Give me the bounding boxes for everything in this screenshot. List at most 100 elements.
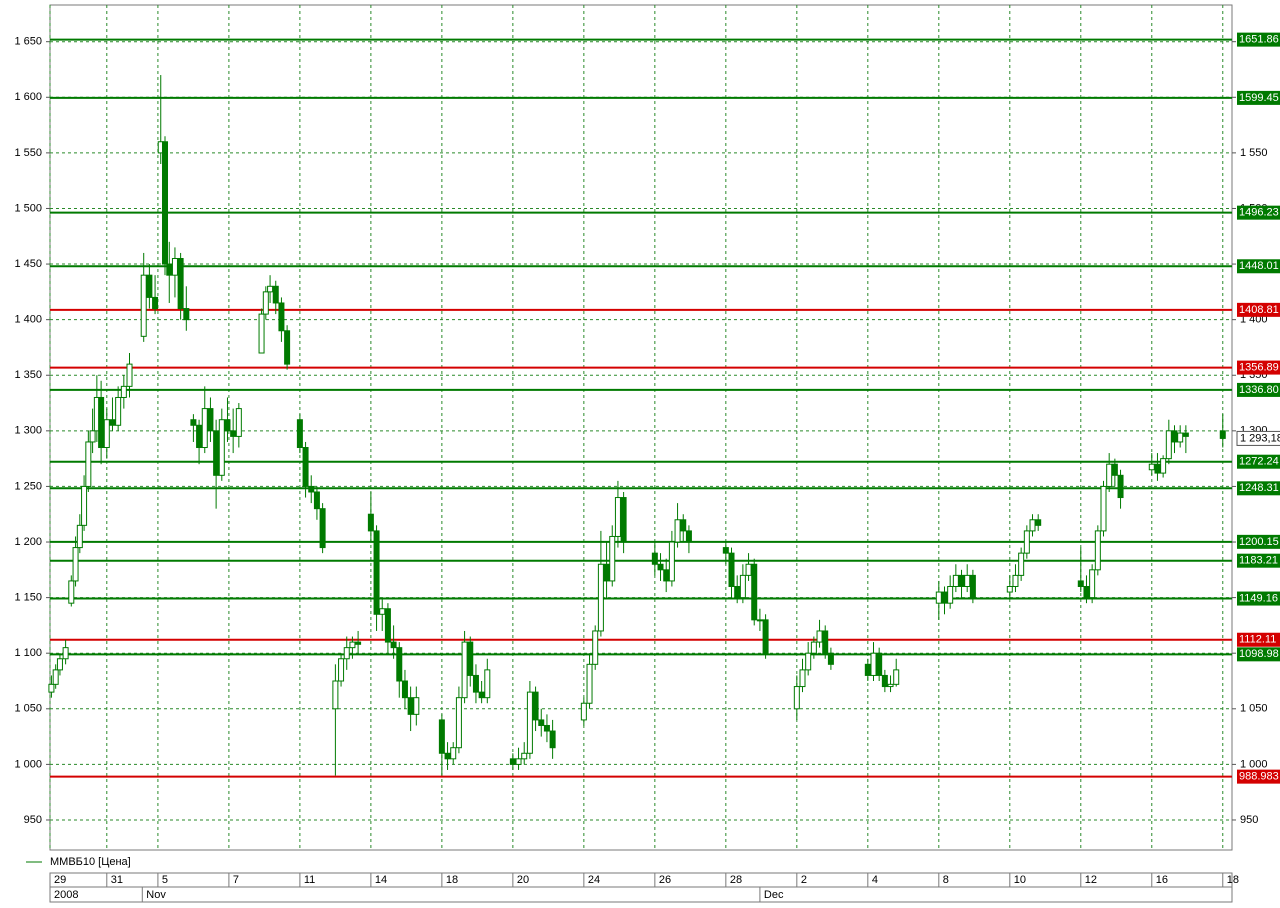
candle-body: [89, 430, 96, 443]
y-tick-label: 1 000: [14, 758, 42, 770]
y-tick-label: 1 500: [14, 202, 42, 214]
level-tag: [1237, 632, 1280, 647]
candle-body: [103, 419, 110, 449]
x-tick-label: 11: [304, 874, 315, 886]
candle-body: [515, 758, 522, 765]
level-label: 1336.80: [1239, 384, 1279, 396]
x-tick-label: 28: [730, 874, 742, 886]
candle-body: [207, 408, 214, 432]
candle-body: [722, 547, 729, 554]
candle-body: [235, 408, 242, 437]
candle-body: [478, 691, 485, 699]
candle-body: [538, 719, 545, 726]
level-label: 1651.86: [1239, 34, 1279, 46]
last-price-label: 1 293,18: [1240, 432, 1280, 444]
candle-body: [152, 296, 159, 310]
candle-body: [799, 669, 806, 688]
candle-body: [620, 497, 627, 543]
candle-body: [1018, 552, 1025, 576]
candle-body: [396, 647, 403, 682]
candle-body: [272, 285, 279, 304]
candle-body: [1035, 519, 1042, 526]
candle-body: [532, 691, 539, 721]
candle-body: [85, 441, 92, 487]
level-label: 1149.16: [1239, 592, 1278, 604]
candle-body: [1148, 463, 1155, 471]
candle-body: [941, 591, 948, 604]
candle-body: [603, 563, 610, 582]
candle-body: [1029, 519, 1036, 532]
level-label: 1098.98: [1239, 648, 1279, 660]
candle-body: [267, 285, 274, 293]
level-tag: [1237, 205, 1280, 220]
level-tag: [1237, 32, 1280, 47]
candle-body: [146, 274, 153, 298]
candle-body: [952, 574, 959, 587]
period-label: 2008: [54, 889, 78, 901]
candle-body: [947, 585, 954, 604]
candle-body: [751, 563, 758, 621]
y-tick-label: 1 400: [14, 314, 42, 326]
candle-body: [455, 697, 462, 749]
level-label: 1183.21: [1239, 555, 1278, 567]
candle-body: [1160, 458, 1167, 474]
candle-body: [313, 491, 320, 510]
candle-body: [62, 647, 69, 660]
x-tick-label: 5: [162, 874, 168, 886]
candle-body: [864, 663, 871, 676]
x-tick-label: 20: [517, 874, 529, 886]
candle-body: [1219, 430, 1226, 439]
candle-body: [509, 758, 516, 765]
candle-body: [1106, 463, 1113, 487]
y-tick-label: 1 550: [14, 147, 42, 159]
candle-body: [893, 669, 900, 685]
candle-body: [407, 697, 414, 715]
candle-body: [461, 641, 468, 699]
candle-body: [390, 641, 397, 649]
candle-body: [756, 619, 763, 622]
x-tick-label: 2: [801, 874, 807, 886]
x-tick-label: 12: [1085, 874, 1097, 886]
candle-body: [1094, 530, 1101, 571]
candle-body: [319, 508, 326, 549]
candle-body: [958, 574, 965, 587]
y-tick-label: 1 300: [14, 425, 42, 437]
candle-body: [72, 547, 79, 582]
candle-body: [1100, 485, 1107, 532]
candle-body: [1111, 463, 1118, 476]
x-tick-label: 24: [588, 874, 600, 886]
y-tick-label: 950: [24, 814, 42, 826]
candle-body: [140, 274, 147, 337]
level-label: 1448.01: [1239, 260, 1279, 272]
candle-body: [526, 691, 533, 754]
candle-body: [1117, 474, 1124, 499]
candle-body: [162, 141, 169, 265]
candle-body: [438, 719, 445, 754]
candle-body: [349, 641, 356, 649]
candle-body: [1154, 463, 1161, 474]
candle-body: [1177, 432, 1184, 443]
candle-body: [177, 258, 184, 310]
level-tag: [1237, 769, 1280, 784]
x-tick-label: 31: [111, 874, 123, 886]
y2-tick-label: 950: [1240, 814, 1258, 826]
x-tick-label: 8: [943, 874, 949, 886]
x-tick-label: 14: [375, 874, 387, 886]
candle-body: [1023, 530, 1030, 554]
last-price-tag: [1236, 430, 1280, 446]
candle-body: [745, 563, 752, 576]
candle-body: [196, 424, 203, 449]
candle-body: [484, 669, 491, 699]
x-tick-label: 18: [1227, 874, 1239, 886]
level-label: 1356.89: [1239, 361, 1279, 373]
candle-body: [521, 752, 528, 760]
y-tick-label: 1 450: [14, 258, 42, 270]
candle-body: [592, 630, 599, 665]
x-tick-label: 10: [1014, 874, 1026, 886]
level-tag: [1237, 647, 1280, 662]
candle-body: [1012, 574, 1019, 587]
y2-tick-label: 1 550: [1240, 147, 1268, 159]
candle-body: [120, 385, 127, 398]
x-tick-label: 26: [659, 874, 671, 886]
